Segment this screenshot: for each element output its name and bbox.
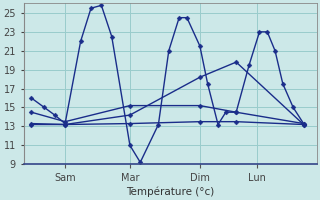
X-axis label: Température (°c): Température (°c) [126, 186, 214, 197]
